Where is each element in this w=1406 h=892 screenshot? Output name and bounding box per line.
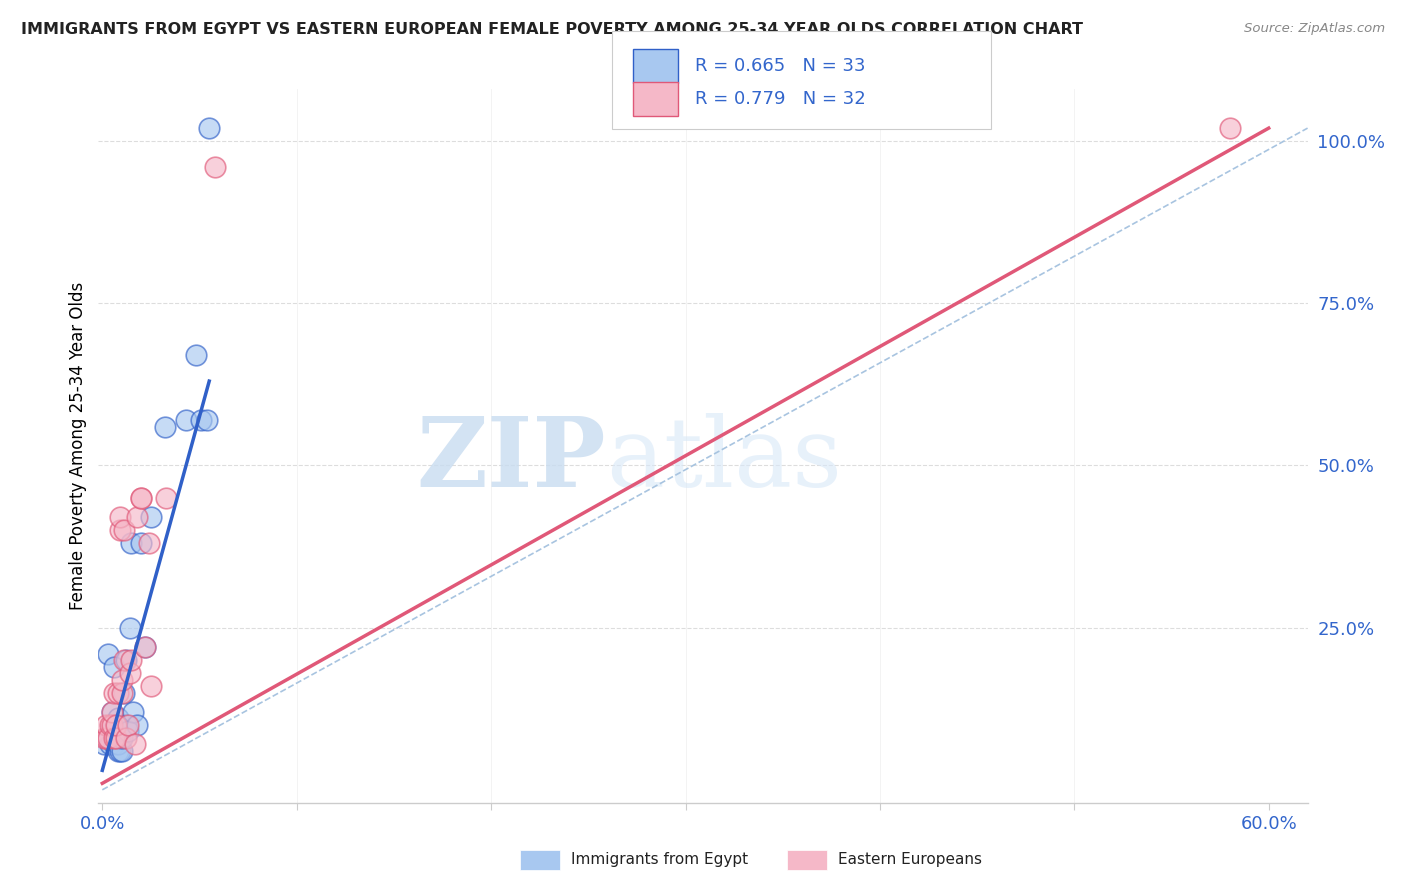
Point	[98, 718, 121, 732]
Point	[107, 711, 129, 725]
Point	[134, 640, 156, 654]
Point	[97, 731, 120, 745]
Point	[118, 621, 141, 635]
Point	[107, 744, 129, 758]
Point	[174, 413, 197, 427]
Point	[111, 744, 134, 758]
Point	[129, 536, 152, 550]
Point	[114, 731, 136, 745]
Point	[101, 718, 124, 732]
Point	[93, 731, 115, 745]
Point	[198, 121, 221, 136]
Text: R = 0.779   N = 32: R = 0.779 N = 32	[695, 90, 865, 108]
Point	[204, 160, 226, 174]
Point	[127, 718, 149, 732]
Point	[108, 510, 131, 524]
Text: Immigrants from Egypt: Immigrants from Egypt	[571, 853, 748, 867]
Text: Eastern Europeans: Eastern Europeans	[838, 853, 981, 867]
Point	[139, 510, 162, 524]
Point	[101, 724, 124, 739]
Point	[107, 738, 129, 752]
Point	[117, 724, 139, 739]
Point	[112, 653, 135, 667]
Point	[139, 679, 162, 693]
Point	[118, 666, 141, 681]
Point	[1219, 121, 1241, 136]
Point	[195, 413, 218, 427]
Point	[112, 685, 135, 699]
Point	[101, 705, 124, 719]
Point	[117, 718, 139, 732]
Point	[114, 718, 136, 732]
Point	[111, 673, 134, 687]
Point	[153, 419, 176, 434]
Text: R = 0.665   N = 33: R = 0.665 N = 33	[695, 57, 865, 75]
Point	[129, 491, 152, 505]
Point	[93, 738, 115, 752]
Point	[122, 705, 145, 719]
Point	[104, 731, 127, 745]
Point	[108, 731, 131, 745]
Text: ZIP: ZIP	[416, 413, 606, 508]
Point	[97, 647, 120, 661]
Point	[121, 536, 143, 550]
Point	[190, 413, 212, 427]
Point	[138, 536, 160, 550]
Point	[104, 718, 127, 732]
Point	[101, 705, 124, 719]
Point	[108, 744, 131, 758]
Point	[104, 718, 127, 732]
Text: IMMIGRANTS FROM EGYPT VS EASTERN EUROPEAN FEMALE POVERTY AMONG 25-34 YEAR OLDS C: IMMIGRANTS FROM EGYPT VS EASTERN EUROPEA…	[21, 22, 1083, 37]
Text: Source: ZipAtlas.com: Source: ZipAtlas.com	[1244, 22, 1385, 36]
Text: atlas: atlas	[606, 413, 842, 508]
Point	[111, 731, 134, 745]
Point	[103, 659, 125, 673]
Point	[155, 491, 177, 505]
Point	[129, 491, 152, 505]
Point	[111, 685, 134, 699]
Point	[108, 524, 131, 538]
Point	[96, 718, 118, 732]
Point	[184, 348, 207, 362]
Point	[103, 738, 125, 752]
Point	[127, 510, 149, 524]
Point	[112, 524, 135, 538]
Point	[98, 738, 121, 752]
Point	[114, 653, 136, 667]
Point	[134, 640, 156, 654]
Point	[103, 685, 125, 699]
Point	[107, 685, 129, 699]
Point	[96, 731, 118, 745]
Point	[103, 731, 125, 745]
Point	[104, 731, 127, 745]
Point	[124, 738, 146, 752]
Y-axis label: Female Poverty Among 25-34 Year Olds: Female Poverty Among 25-34 Year Olds	[69, 282, 87, 610]
Point	[121, 653, 143, 667]
